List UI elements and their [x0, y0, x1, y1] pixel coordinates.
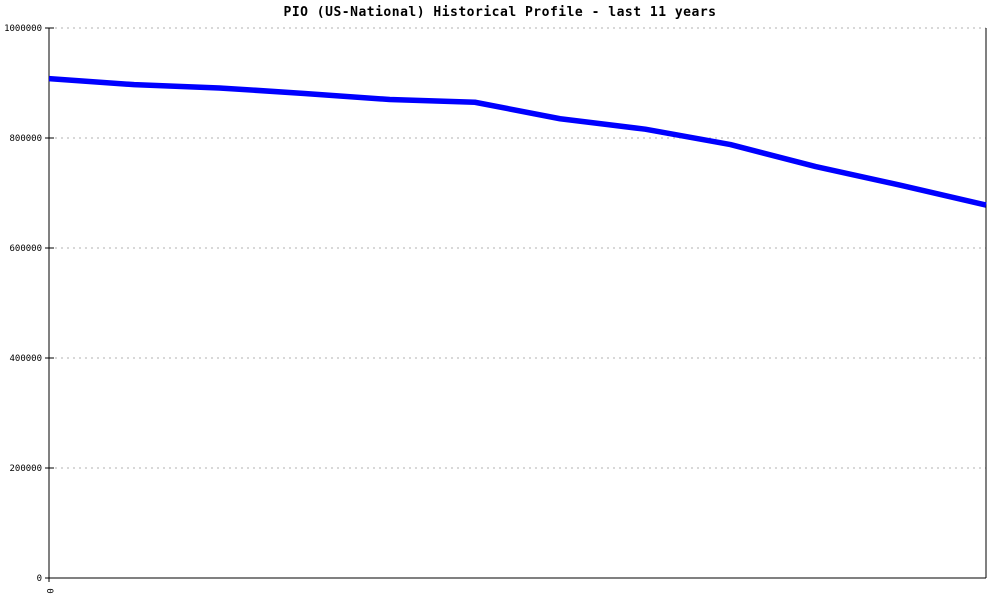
- y-tick-label: 0: [37, 574, 42, 584]
- chart-title: PIO (US-National) Historical Profile - l…: [283, 5, 717, 20]
- y-tick-label: 200000: [9, 464, 42, 474]
- y-tick-label: 600000: [9, 244, 42, 254]
- x-tick-label: 0: [44, 588, 54, 593]
- y-tick-label: 400000: [9, 354, 42, 364]
- y-tick-label: 1000000: [4, 24, 42, 34]
- y-tick-label: 800000: [9, 134, 42, 144]
- data-line-series: [48, 75, 987, 208]
